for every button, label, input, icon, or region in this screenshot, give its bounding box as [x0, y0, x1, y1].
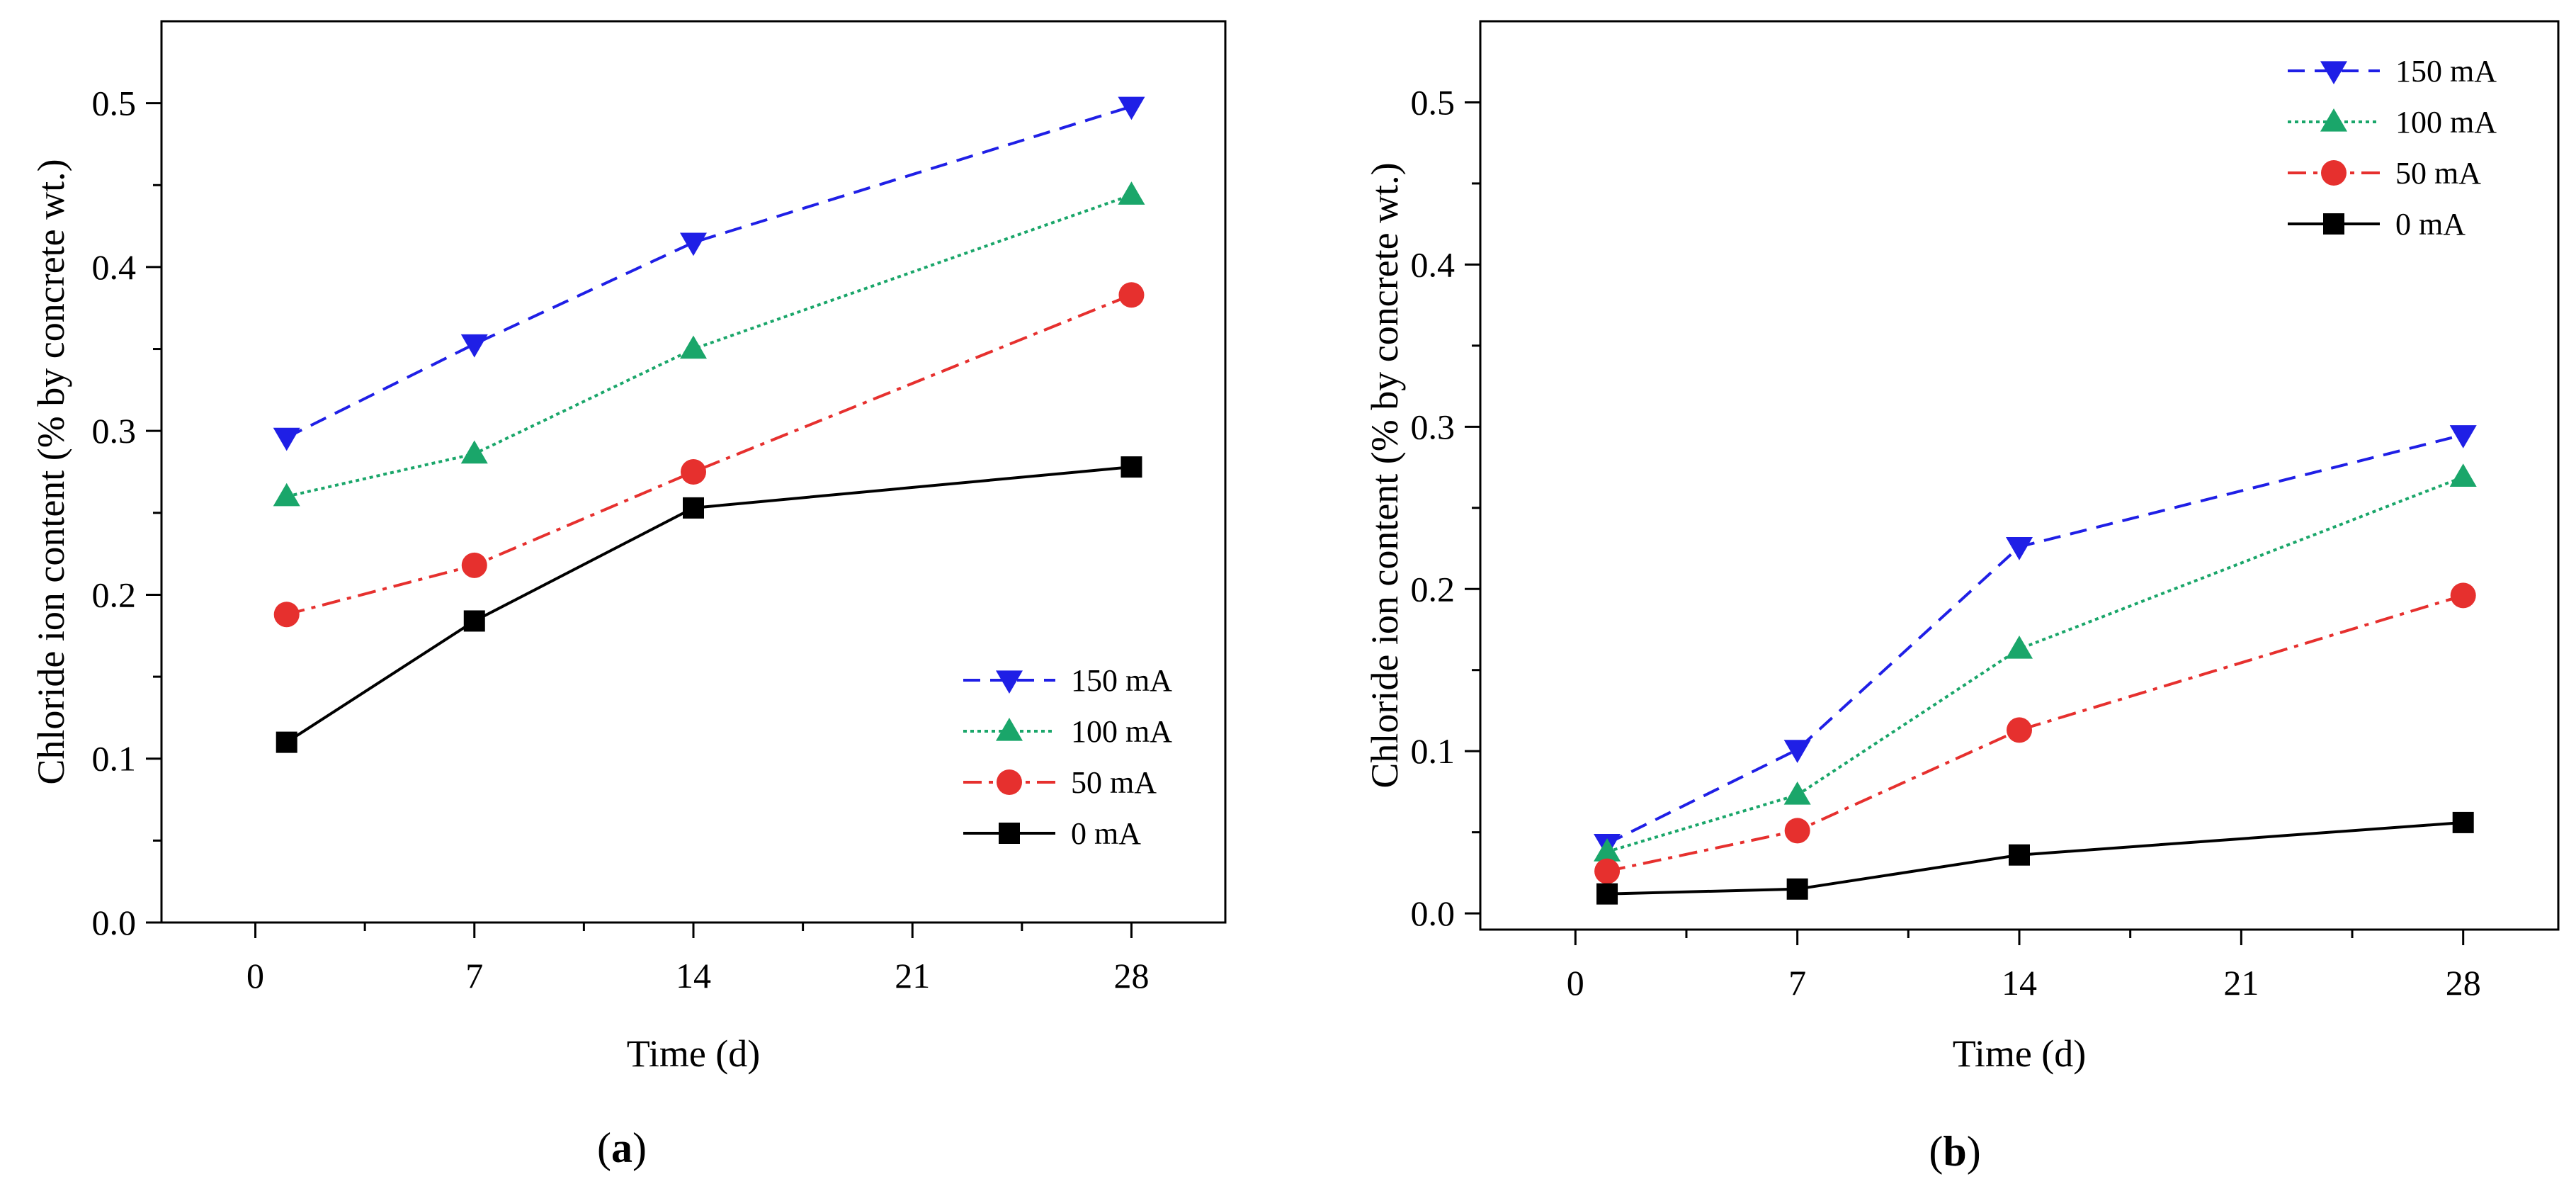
data-point	[2006, 635, 2033, 659]
data-point	[276, 731, 297, 753]
data-point	[1118, 181, 1145, 205]
x-tick-label: 14	[676, 956, 711, 995]
y-tick-label: 0.4	[1411, 244, 1456, 284]
series-line	[286, 193, 1133, 498]
data-point	[2007, 717, 2032, 743]
y-tick-label: 0.0	[92, 903, 137, 942]
series-line	[1607, 820, 2463, 896]
y-tick-label: 0.4	[92, 247, 137, 287]
x-tick-label: 7	[1788, 963, 1806, 1003]
y-tick-label: 0.1	[1411, 731, 1456, 771]
x-tick-label: 21	[2223, 963, 2259, 1003]
data-point	[463, 610, 485, 632]
data-point	[2449, 463, 2477, 487]
data-point	[1784, 818, 1810, 844]
data-point	[2449, 425, 2477, 448]
data-point	[2452, 811, 2474, 833]
data-point	[460, 440, 488, 464]
chart-panel-a: 0 7 14 21 28 0.0 0.1 0.2 0.3 0.4 0.5 Time (d) Chlori…	[30, 20, 1227, 1171]
series-line	[1606, 475, 2464, 854]
data-point	[273, 427, 300, 451]
data-point	[1783, 781, 1811, 805]
data-point	[273, 483, 300, 507]
series-150-ma	[1594, 425, 2477, 857]
series-100-ma	[273, 181, 1145, 507]
legend-marker	[2320, 61, 2347, 84]
y-tick-label: 0.0	[1411, 893, 1456, 933]
series-100-ma	[1594, 463, 2477, 862]
data-point	[461, 552, 487, 578]
chart-panel-b: 0 7 14 21 28 0.0 0.1 0.2 0.3 0.4 0.5 Time (d) Chlori…	[1363, 20, 2560, 1175]
legend-label: 100 mA	[2395, 105, 2497, 140]
y-axis-title: Chloride ion content (% by concrete wt.)	[30, 159, 72, 784]
series-50-ma	[1594, 582, 2476, 884]
series-0-ma	[276, 456, 1142, 753]
x-tick-label: 28	[1113, 956, 1149, 995]
legend: 150 mA 100 mA 50 mA 0 mA	[963, 663, 1172, 851]
panel-label: (b)	[1929, 1128, 1980, 1175]
x-tick-label: 0	[1567, 963, 1584, 1003]
legend-label: 0 mA	[1071, 816, 1141, 851]
series-0-ma	[1596, 811, 2474, 905]
data-point	[460, 334, 488, 358]
data-point	[1594, 858, 1621, 884]
legend: 150 mA 100 mA 50 mA 0 mA	[2288, 54, 2497, 242]
x-tick-label: 7	[465, 956, 483, 995]
legend-label: 0 mA	[2395, 207, 2466, 242]
series-50-ma	[273, 282, 1145, 628]
legend-marker	[997, 769, 1022, 795]
y-tick-label: 0.2	[92, 575, 137, 614]
data-point	[1118, 96, 1145, 120]
x-tick-label: 28	[2446, 963, 2481, 1003]
legend-marker	[2320, 108, 2347, 132]
legend-marker	[996, 718, 1023, 741]
legend-label: 150 mA	[2395, 54, 2497, 89]
x-tick-label: 0	[246, 956, 264, 995]
legend-marker	[2323, 213, 2344, 235]
y-tick-label: 0.3	[92, 411, 137, 451]
data-point	[273, 602, 300, 628]
data-point	[1783, 740, 1811, 763]
x-axis-title: Time (d)	[627, 1032, 761, 1075]
legend-label: 150 mA	[1071, 663, 1172, 698]
y-axis-title: Chloride ion content (% by concrete wt.)	[1363, 162, 1406, 788]
legend-marker	[996, 670, 1023, 694]
data-point	[2450, 582, 2476, 609]
data-point	[2009, 844, 2030, 866]
series-line	[1606, 594, 2464, 873]
data-point	[1594, 838, 1621, 862]
legend-marker	[2321, 160, 2347, 186]
legend-label: 100 mA	[1071, 714, 1172, 749]
data-point	[681, 459, 706, 485]
data-point	[683, 497, 704, 519]
series-line	[285, 466, 1132, 744]
data-point	[680, 232, 707, 256]
y-tick-label: 0.3	[1411, 407, 1456, 446]
legend-label: 50 mA	[2395, 156, 2481, 191]
panel-label: (a)	[597, 1124, 647, 1171]
legend-marker	[999, 823, 1020, 844]
x-tick-label: 14	[2002, 963, 2037, 1003]
y-tick-label: 0.2	[1411, 569, 1456, 609]
y-tick-label: 0.1	[92, 739, 137, 779]
y-tick-label: 0.5	[1411, 82, 1456, 122]
series-150-ma	[273, 96, 1145, 451]
x-tick-label: 21	[895, 956, 930, 995]
data-point	[1786, 878, 1808, 900]
legend-label: 50 mA	[1071, 765, 1157, 800]
data-point	[1120, 456, 1142, 478]
x-axis-title: Time (d)	[1953, 1032, 2087, 1075]
y-tick-label: 0.5	[92, 84, 137, 123]
data-point	[1118, 282, 1145, 308]
data-point	[1596, 883, 1618, 905]
data-point	[2006, 537, 2033, 560]
data-point	[680, 335, 707, 359]
series-line	[285, 105, 1133, 439]
series-line	[286, 293, 1133, 616]
series-line	[1606, 433, 2464, 845]
